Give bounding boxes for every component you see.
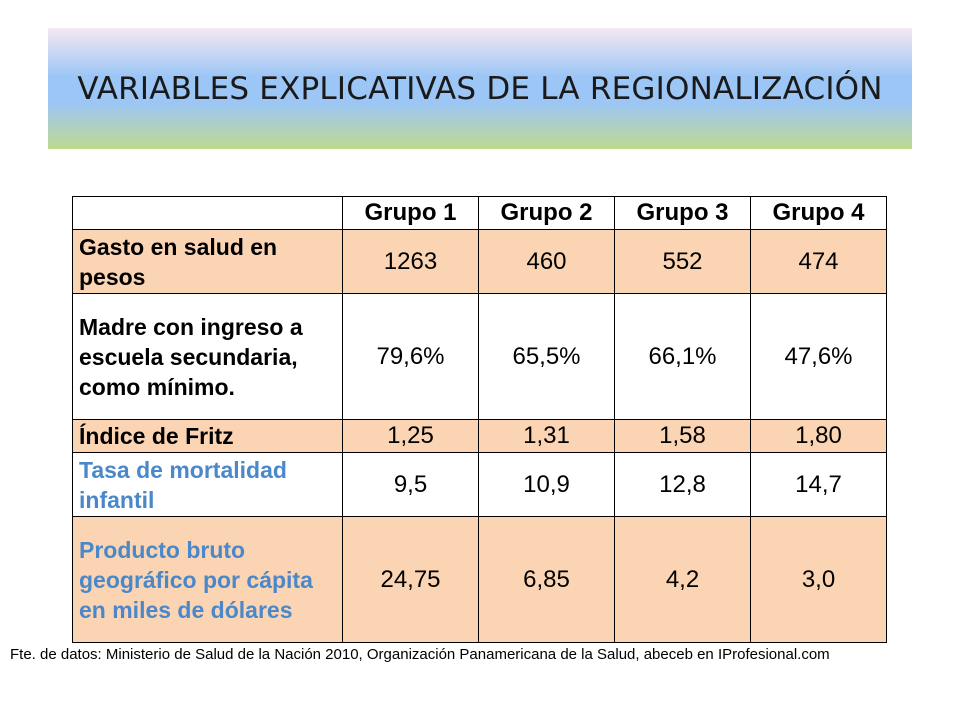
table-cell: 1,80 — [750, 419, 887, 453]
row-label: Madre con ingreso a escuela secundaria, … — [72, 293, 343, 420]
table-cell: 10,9 — [478, 452, 615, 517]
table-cell: 3,0 — [750, 516, 887, 643]
row-label: Producto bruto geográfico por cápita en … — [72, 516, 343, 643]
table-cell: 65,5% — [478, 293, 615, 420]
header-grupo-4: Grupo 4 — [750, 196, 887, 230]
table-cell: 12,8 — [614, 452, 751, 517]
table-cell: 9,5 — [342, 452, 479, 517]
corner-cell — [72, 196, 343, 230]
table-row: Producto bruto geográfico por cápita en … — [72, 516, 887, 643]
table-cell: 474 — [750, 229, 887, 294]
data-table: Grupo 1 Grupo 2 Grupo 3 Grupo 4 Gasto en… — [72, 196, 887, 643]
table-cell: 460 — [478, 229, 615, 294]
table-cell: 552 — [614, 229, 751, 294]
table-cell: 24,75 — [342, 516, 479, 643]
table-row: Índice de Fritz 1,25 1,31 1,58 1,80 — [72, 419, 887, 453]
row-label: Tasa de mortalidad infantil — [72, 452, 343, 517]
row-label: Índice de Fritz — [72, 419, 343, 453]
source-note: Fte. de datos: Ministerio de Salud de la… — [10, 646, 830, 663]
table-row: Tasa de mortalidad infantil 9,5 10,9 12,… — [72, 452, 887, 517]
header-grupo-2: Grupo 2 — [478, 196, 615, 230]
table-row: Madre con ingreso a escuela secundaria, … — [72, 293, 887, 420]
title-banner: VARIABLES EXPLICATIVAS DE LA REGIONALIZA… — [48, 28, 912, 149]
table-cell: 1,25 — [342, 419, 479, 453]
row-label: Gasto en salud en pesos — [72, 229, 343, 294]
header-row: Grupo 1 Grupo 2 Grupo 3 Grupo 4 — [72, 196, 887, 230]
slide-title: VARIABLES EXPLICATIVAS DE LA REGIONALIZA… — [77, 70, 883, 107]
header-grupo-3: Grupo 3 — [614, 196, 751, 230]
table-cell: 47,6% — [750, 293, 887, 420]
table-cell: 1,58 — [614, 419, 751, 453]
table-cell: 1,31 — [478, 419, 615, 453]
table-cell: 1263 — [342, 229, 479, 294]
header-grupo-1: Grupo 1 — [342, 196, 479, 230]
table-cell: 79,6% — [342, 293, 479, 420]
table-cell: 14,7 — [750, 452, 887, 517]
table-cell: 66,1% — [614, 293, 751, 420]
table-cell: 6,85 — [478, 516, 615, 643]
table-cell: 4,2 — [614, 516, 751, 643]
table-row: Gasto en salud en pesos 1263 460 552 474 — [72, 229, 887, 294]
